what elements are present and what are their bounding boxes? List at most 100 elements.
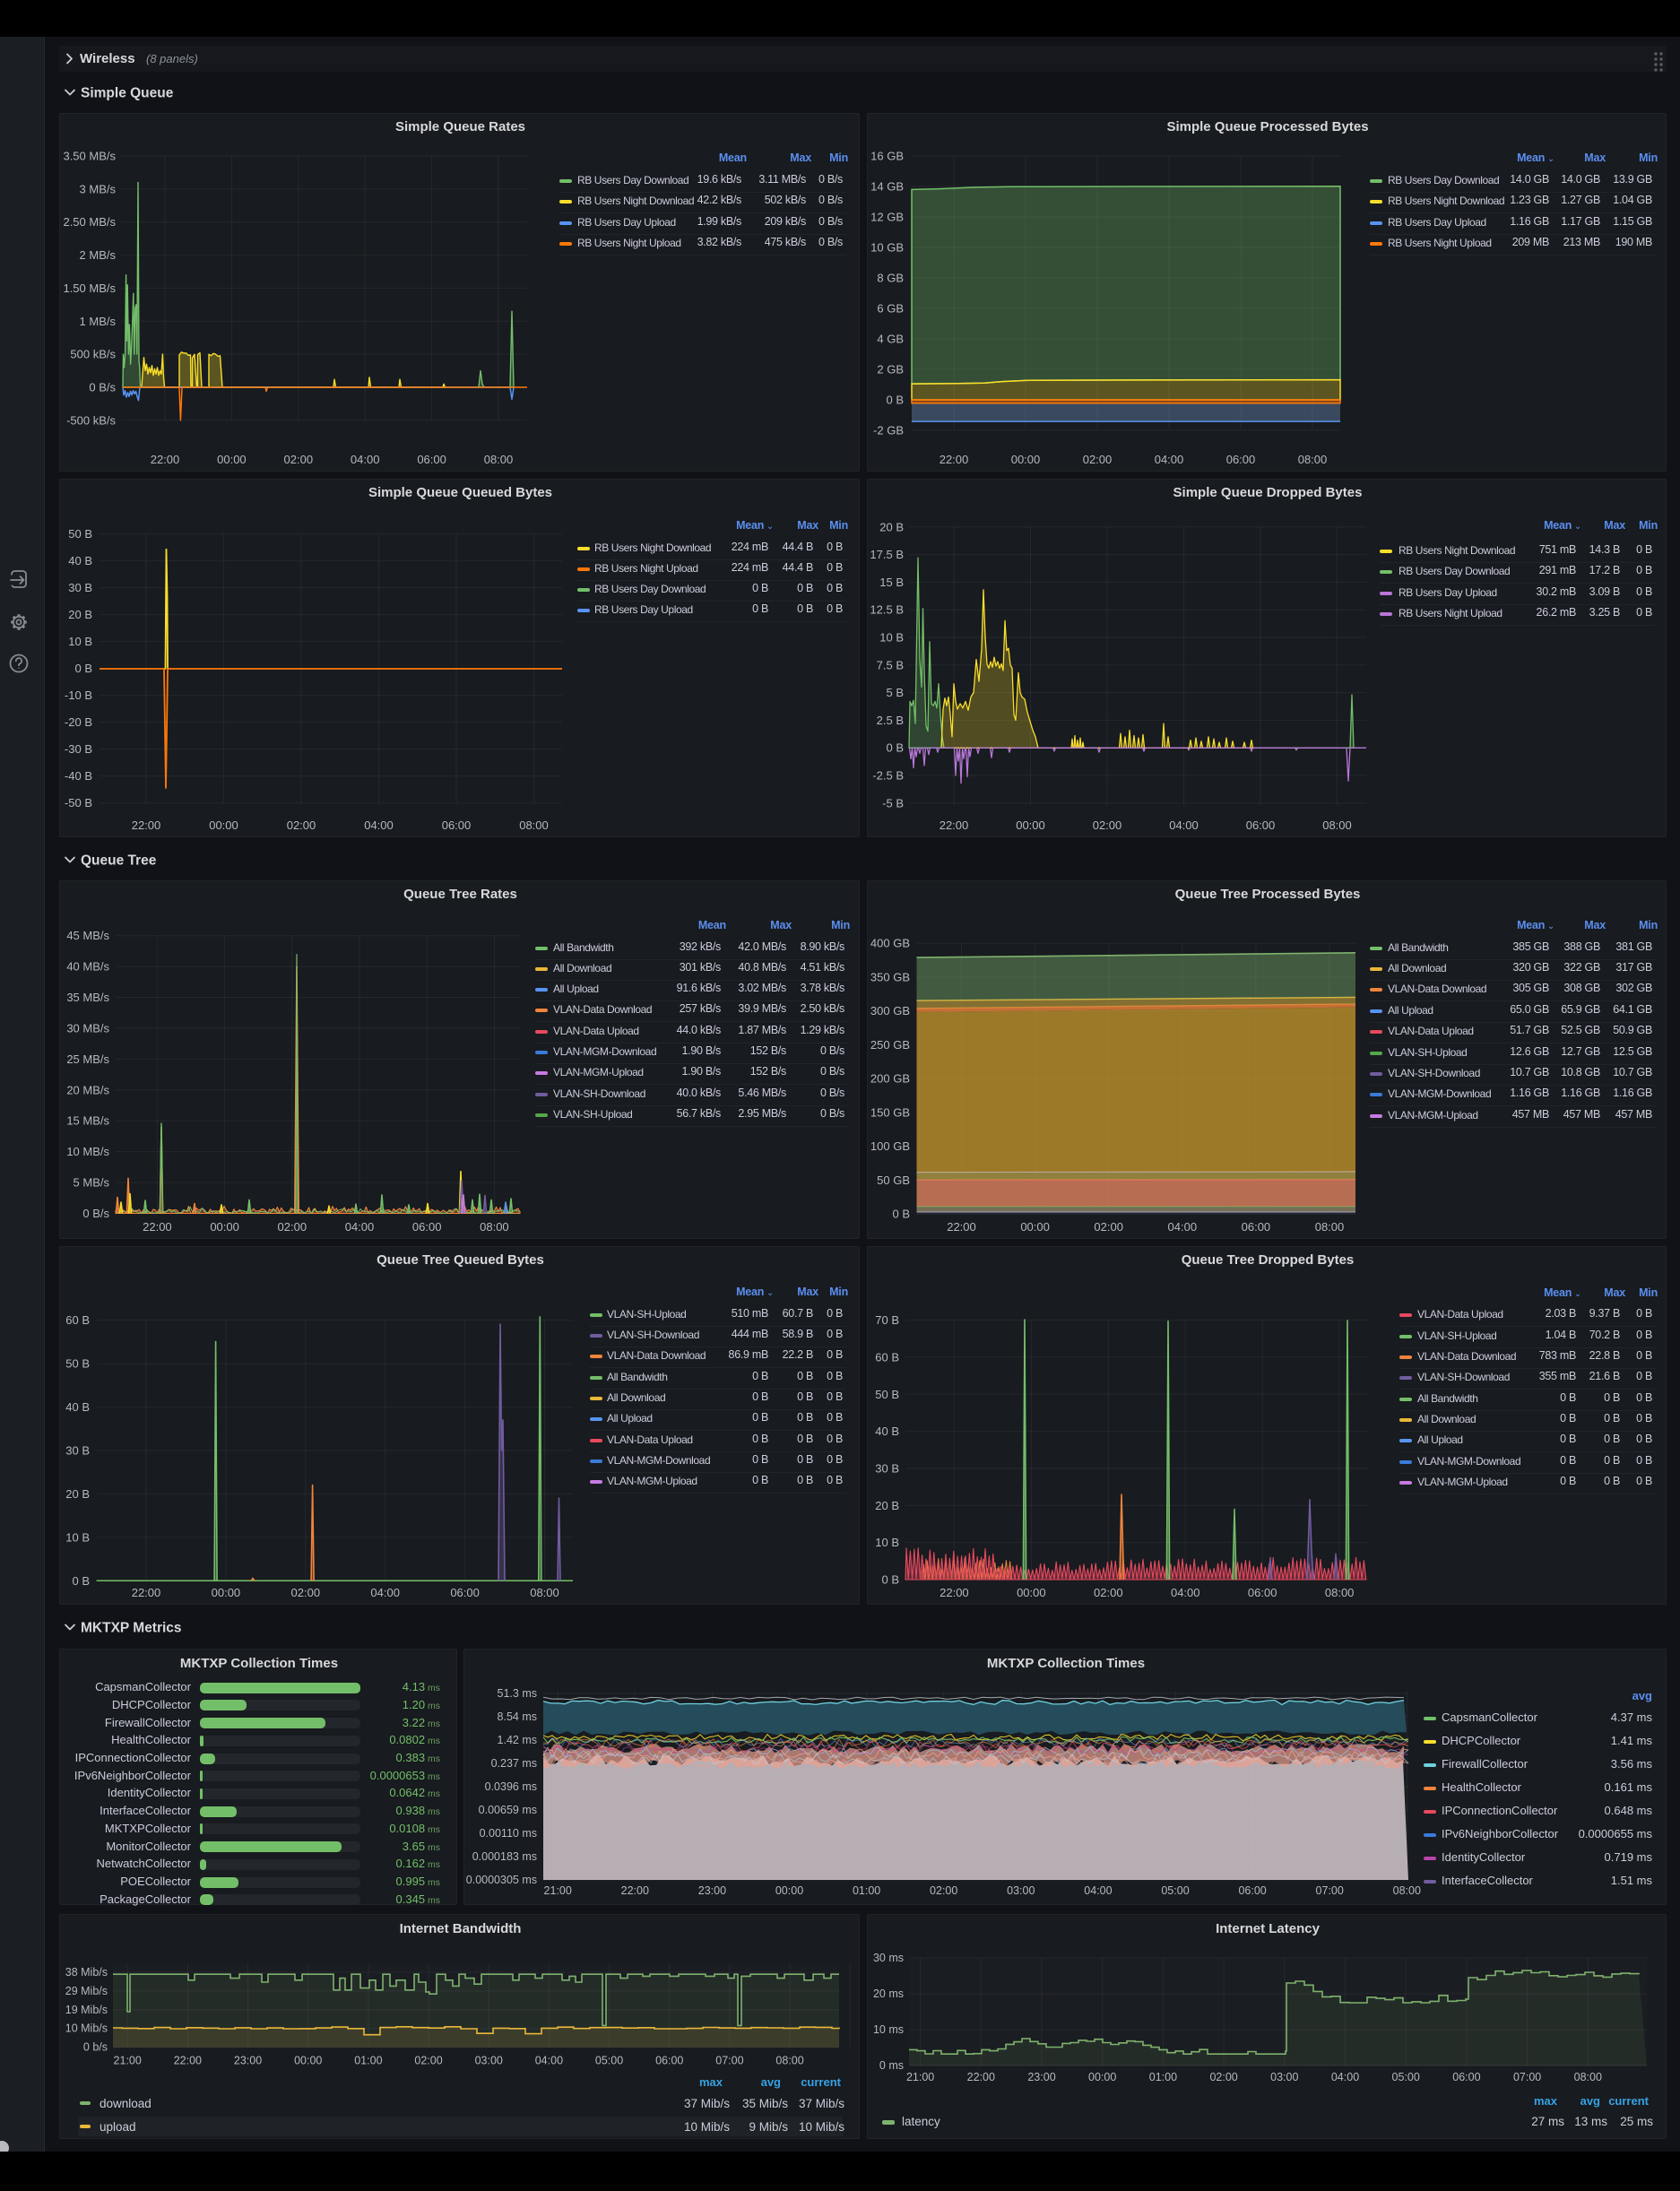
svg-text:-2 GB: -2 GB — [873, 424, 904, 437]
svg-text:10 ms: 10 ms — [873, 2023, 904, 2036]
svg-text:30 B: 30 B — [68, 581, 92, 594]
svg-text:40 B: 40 B — [68, 554, 92, 567]
svg-text:06:00: 06:00 — [450, 1586, 480, 1599]
svg-text:0 B/s: 0 B/s — [82, 1207, 109, 1220]
svg-text:350 GB: 350 GB — [870, 970, 910, 983]
svg-text:0.0396 ms: 0.0396 ms — [485, 1780, 537, 1793]
svg-text:23:00: 23:00 — [234, 2055, 262, 2067]
svg-text:08:00: 08:00 — [1315, 1220, 1345, 1234]
svg-text:0 B: 0 B — [72, 1574, 90, 1588]
svg-text:-50 B: -50 B — [65, 796, 92, 810]
svg-text:08:00: 08:00 — [1325, 1586, 1355, 1599]
svg-text:30 B: 30 B — [875, 1461, 899, 1475]
svg-text:02:00: 02:00 — [287, 818, 316, 832]
svg-text:07:00: 07:00 — [715, 2055, 743, 2067]
svg-text:06:00: 06:00 — [1242, 1220, 1271, 1234]
svg-text:22:00: 22:00 — [132, 1586, 161, 1599]
svg-text:00:00: 00:00 — [217, 453, 247, 466]
svg-text:00:00: 00:00 — [209, 818, 238, 832]
svg-text:2 MB/s: 2 MB/s — [80, 248, 117, 262]
svg-text:150 GB: 150 GB — [870, 1105, 910, 1119]
svg-text:06:00: 06:00 — [1246, 818, 1276, 832]
svg-text:22:00: 22:00 — [621, 1884, 649, 1897]
svg-text:22:00: 22:00 — [151, 453, 180, 466]
svg-text:06:00: 06:00 — [417, 453, 446, 466]
svg-text:02:00: 02:00 — [291, 1586, 321, 1599]
svg-text:2.50 MB/s: 2.50 MB/s — [63, 215, 116, 229]
svg-text:20 B: 20 B — [68, 608, 92, 621]
svg-text:5 MB/s: 5 MB/s — [74, 1176, 110, 1190]
svg-text:8 GB: 8 GB — [877, 272, 904, 285]
svg-text:05:00: 05:00 — [1161, 1884, 1189, 1897]
svg-text:0.000183 ms: 0.000183 ms — [472, 1850, 537, 1863]
svg-text:10 B: 10 B — [875, 1536, 899, 1549]
svg-text:23:00: 23:00 — [698, 1884, 726, 1897]
svg-text:06:00: 06:00 — [1226, 453, 1256, 466]
svg-text:2.5 B: 2.5 B — [877, 714, 904, 727]
svg-text:02:00: 02:00 — [1094, 1586, 1123, 1599]
svg-text:08:00: 08:00 — [1298, 453, 1328, 466]
svg-text:00:00: 00:00 — [294, 2055, 322, 2067]
svg-text:MKTXP Metrics: MKTXP Metrics — [81, 1621, 182, 1636]
svg-text:40 B: 40 B — [875, 1425, 899, 1438]
svg-text:01:00: 01:00 — [853, 1884, 880, 1897]
svg-text:04:00: 04:00 — [351, 453, 380, 466]
svg-text:23:00: 23:00 — [1027, 2071, 1055, 2083]
svg-text:21:00: 21:00 — [544, 1884, 572, 1897]
svg-text:08:00: 08:00 — [775, 2055, 803, 2067]
svg-text:00:00: 00:00 — [1016, 818, 1045, 832]
svg-text:45 MB/s: 45 MB/s — [66, 929, 109, 942]
svg-text:(8 panels): (8 panels) — [146, 52, 198, 65]
svg-text:22:00: 22:00 — [940, 818, 969, 832]
svg-text:08:00: 08:00 — [480, 1220, 509, 1234]
svg-text:-10 B: -10 B — [65, 688, 92, 702]
svg-text:22:00: 22:00 — [940, 453, 969, 466]
svg-text:0 b/s: 0 b/s — [83, 2041, 108, 2054]
svg-text:0 ms: 0 ms — [879, 2059, 904, 2072]
svg-text:70 B: 70 B — [875, 1313, 899, 1327]
svg-text:0.00659 ms: 0.00659 ms — [479, 1804, 537, 1816]
svg-text:17.5 B: 17.5 B — [870, 548, 904, 561]
svg-text:10 MB/s: 10 MB/s — [66, 1145, 109, 1158]
svg-text:-2.5 B: -2.5 B — [872, 769, 904, 783]
svg-text:40 MB/s: 40 MB/s — [66, 960, 109, 974]
svg-text:0.00110 ms: 0.00110 ms — [480, 1827, 537, 1840]
svg-text:00:00: 00:00 — [1088, 2071, 1116, 2083]
svg-text:20 B: 20 B — [875, 1499, 899, 1512]
svg-text:06:00: 06:00 — [442, 818, 472, 832]
svg-text:0.0000305 ms: 0.0000305 ms — [466, 1874, 537, 1886]
svg-text:22:00: 22:00 — [132, 818, 161, 832]
svg-text:06:00: 06:00 — [412, 1220, 442, 1234]
svg-text:08:00: 08:00 — [484, 453, 514, 466]
svg-text:02:00: 02:00 — [1093, 818, 1122, 832]
svg-text:40 B: 40 B — [65, 1400, 90, 1414]
svg-text:05:00: 05:00 — [595, 2055, 623, 2067]
svg-text:50 GB: 50 GB — [877, 1173, 910, 1187]
svg-text:Wireless: Wireless — [80, 51, 135, 66]
svg-text:10 B: 10 B — [879, 631, 904, 645]
svg-text:10 Mib/s: 10 Mib/s — [65, 2022, 108, 2035]
svg-text:02:00: 02:00 — [278, 1220, 307, 1234]
svg-text:7.5 B: 7.5 B — [877, 658, 904, 671]
svg-text:22:00: 22:00 — [947, 1220, 976, 1234]
svg-text:04:00: 04:00 — [1169, 818, 1199, 832]
svg-text:200 GB: 200 GB — [870, 1072, 910, 1086]
svg-text:04:00: 04:00 — [1331, 2071, 1359, 2083]
svg-text:6 GB: 6 GB — [877, 302, 904, 316]
svg-text:02:00: 02:00 — [1209, 2071, 1237, 2083]
svg-text:10 GB: 10 GB — [870, 241, 904, 255]
svg-text:8.54 ms: 8.54 ms — [498, 1710, 537, 1723]
svg-text:0 B: 0 B — [886, 394, 904, 407]
svg-text:300 GB: 300 GB — [870, 1004, 910, 1018]
svg-text:06:00: 06:00 — [1452, 2071, 1480, 2083]
svg-text:30 B: 30 B — [65, 1443, 90, 1457]
svg-text:00:00: 00:00 — [775, 1884, 803, 1897]
svg-text:00:00: 00:00 — [1017, 1586, 1046, 1599]
svg-text:3.50 MB/s: 3.50 MB/s — [63, 150, 116, 163]
svg-text:04:00: 04:00 — [1171, 1586, 1200, 1599]
svg-text:5 B: 5 B — [886, 686, 904, 699]
svg-text:21:00: 21:00 — [906, 2071, 934, 2083]
svg-text:20 MB/s: 20 MB/s — [66, 1083, 109, 1096]
svg-text:38 Mib/s: 38 Mib/s — [65, 1966, 108, 1979]
svg-text:0 B/s: 0 B/s — [89, 380, 116, 394]
